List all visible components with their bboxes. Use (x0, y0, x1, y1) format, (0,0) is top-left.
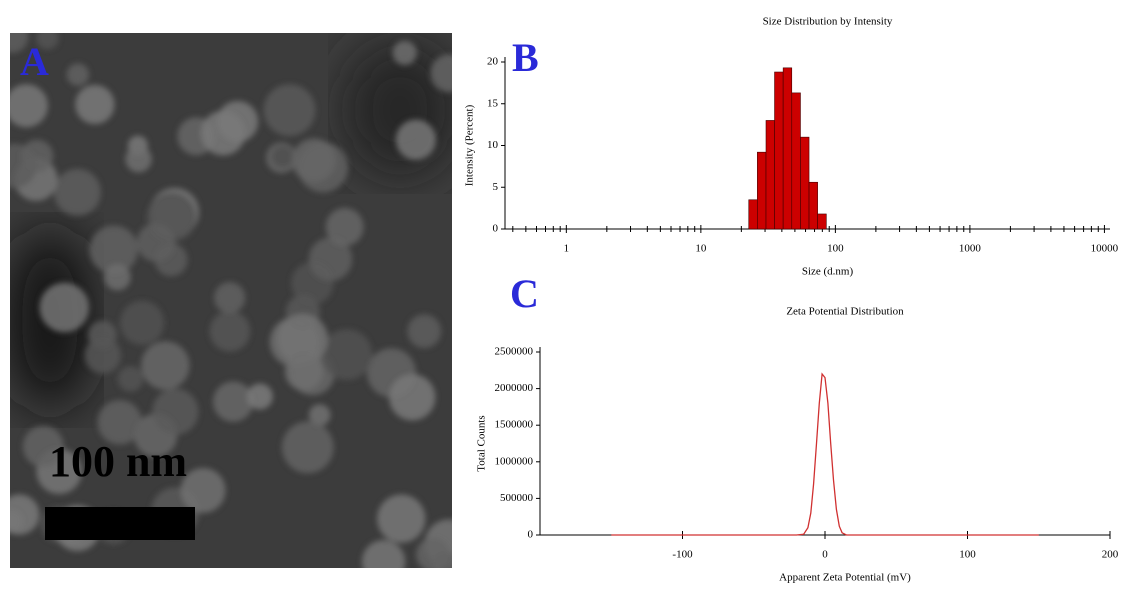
particle (246, 383, 273, 410)
x-tick-label: 1 (564, 243, 570, 255)
y-tick-label: 15 (487, 97, 499, 109)
x-tick-label: 10000 (1091, 243, 1119, 255)
particle (152, 388, 199, 435)
particle (200, 110, 246, 156)
particle (209, 310, 251, 352)
particle (213, 381, 254, 422)
particle (392, 40, 417, 65)
bar (774, 71, 784, 230)
particle (104, 263, 131, 291)
particle (389, 374, 436, 421)
bar (748, 199, 758, 230)
particle (120, 300, 165, 345)
particle (395, 119, 437, 160)
particle (10, 33, 29, 53)
bar (757, 151, 767, 230)
x-tick-label: -100 (672, 549, 693, 561)
y-tick-label: 1500000 (495, 419, 534, 431)
particle (75, 84, 115, 125)
panel-label: A (20, 39, 49, 84)
y-tick-label: 2500000 (495, 346, 534, 358)
y-tick-label: 500000 (500, 492, 534, 504)
y-tick-label: 0 (493, 223, 499, 235)
y-axis-label: Intensity (Percent) (464, 104, 476, 186)
particle (430, 54, 452, 93)
chart-title: Zeta Potential Distribution (786, 306, 904, 318)
particle (377, 494, 426, 543)
particle (125, 145, 152, 173)
x-axis-label: Size (d.nm) (802, 266, 854, 278)
bar (808, 181, 818, 230)
x-tick-label: 100 (959, 549, 976, 561)
particle (54, 168, 101, 216)
particle (10, 84, 48, 128)
x-tick-label: 200 (1102, 549, 1119, 561)
particle (39, 282, 90, 333)
particle (407, 314, 442, 349)
particle (321, 329, 373, 380)
x-tick-label: 100 (827, 243, 844, 255)
particle (263, 84, 316, 137)
x-tick-label: 1000 (959, 243, 982, 255)
y-tick-label: 1000000 (495, 455, 534, 467)
particle (277, 313, 328, 365)
y-tick-label: 5 (493, 181, 499, 193)
particle (361, 540, 406, 568)
particle (180, 467, 226, 513)
particle (136, 223, 176, 262)
y-tick-label: 10 (487, 139, 499, 151)
particle (117, 366, 144, 392)
y-tick-label: 2000000 (495, 382, 534, 394)
bar (817, 213, 827, 230)
line-series (611, 372, 1039, 536)
y-axis-label: Total Counts (476, 415, 488, 471)
bar (782, 67, 793, 230)
y-tick-label: 20 (487, 56, 499, 68)
particle (141, 341, 190, 390)
chart-title: Size Distribution by Intensity (763, 16, 893, 28)
micrograph (10, 33, 452, 568)
y-tick-label: 0 (528, 529, 534, 541)
particle (89, 225, 138, 274)
scale-bar-label: 100 nm (49, 437, 187, 486)
particle (284, 352, 324, 391)
particle (308, 404, 331, 426)
particle (66, 63, 90, 86)
particle (271, 145, 294, 169)
panel-label: C (510, 271, 539, 316)
particle (10, 494, 40, 535)
particle (20, 139, 54, 173)
bar (791, 92, 801, 230)
particle (325, 207, 364, 246)
particle (214, 282, 246, 314)
particle (22, 425, 64, 468)
x-tick-label: 10 (695, 243, 707, 255)
x-tick-label: 0 (822, 549, 828, 561)
bar (765, 120, 775, 230)
particle (281, 421, 334, 474)
particle (292, 138, 336, 183)
x-axis-label: Apparent Zeta Potential (mV) (779, 572, 911, 584)
scale-bar (45, 507, 195, 540)
panel-label: B (512, 35, 539, 80)
bar (800, 136, 810, 230)
particle (84, 337, 122, 374)
particle (308, 237, 353, 281)
particle (416, 537, 451, 568)
particle (36, 33, 59, 50)
particle (97, 400, 142, 445)
